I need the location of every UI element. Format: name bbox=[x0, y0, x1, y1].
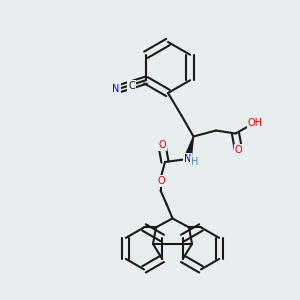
Polygon shape bbox=[184, 136, 194, 160]
Text: O: O bbox=[158, 140, 166, 151]
Text: OH: OH bbox=[248, 118, 262, 128]
Text: O: O bbox=[157, 176, 165, 186]
Text: H: H bbox=[191, 157, 199, 167]
Text: N: N bbox=[184, 154, 191, 164]
Text: N: N bbox=[112, 84, 120, 94]
Text: C: C bbox=[128, 81, 135, 91]
Text: O: O bbox=[235, 145, 242, 155]
